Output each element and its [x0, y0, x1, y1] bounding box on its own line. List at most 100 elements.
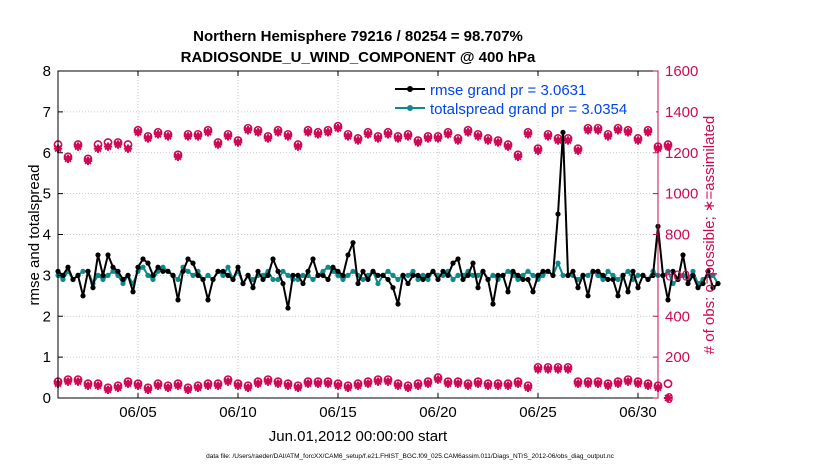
- obs-assimilated-stroke: [264, 134, 272, 143]
- chart-title-line1: Northern Hemisphere 79216 / 80254 = 98.7…: [193, 28, 523, 45]
- obs-assimilated-point: [543, 365, 553, 374]
- obs-assimilated-stroke: [404, 384, 412, 392]
- rmse-point: [620, 272, 626, 278]
- rmse-point: [260, 276, 266, 283]
- legend-label-rmse: rmse grand pr = 3.0631: [430, 82, 586, 99]
- obs-assimilated-stroke: [584, 380, 592, 388]
- y-tick-label-right: 1600: [665, 63, 698, 80]
- rmse-point: [500, 272, 506, 278]
- obs-assimilated-stroke: [614, 380, 622, 388]
- obs-assimilated-point: [473, 379, 483, 388]
- rmse-point: [355, 280, 361, 287]
- totalspread-point: [80, 268, 86, 274]
- totalspread-point: [220, 272, 226, 278]
- rmse-point: [565, 272, 571, 278]
- obs-assimilated-stroke: [254, 128, 262, 136]
- obs-assimilated-point: [543, 132, 553, 141]
- obs-assimilated-stroke: [634, 380, 642, 388]
- y-tick-label-right: 1000: [665, 186, 698, 203]
- totalspread-point: [350, 268, 356, 274]
- rmse-point: [600, 272, 606, 278]
- obs-assimilated-point: [533, 146, 543, 155]
- obs-assimilated-point: [163, 383, 173, 392]
- obs-assimilated-stroke: [644, 382, 652, 390]
- rmse-point: [695, 285, 701, 291]
- obs-assimilated-point: [83, 156, 93, 166]
- obs-assimilated-point: [573, 146, 583, 155]
- totalspread-point: [525, 268, 531, 274]
- rmse-point: [305, 268, 311, 274]
- obs-assimilated-stroke: [184, 386, 192, 394]
- obs-assimilated-stroke: [454, 136, 462, 145]
- obs-assimilated-point: [233, 381, 243, 390]
- rmse-point: [205, 297, 211, 303]
- obs-assimilated-stroke: [64, 155, 72, 163]
- y-tick-label-left: 1: [43, 349, 51, 366]
- obs-assimilated-stroke: [214, 382, 222, 390]
- obs-assimilated-stroke: [294, 384, 302, 392]
- x-tick-label: 06/15: [319, 404, 357, 421]
- obs-assimilated-stroke: [294, 142, 302, 151]
- rmse-point: [295, 272, 301, 278]
- obs-assimilated-stroke: [554, 136, 562, 145]
- obs-assimilated-point: [283, 132, 293, 141]
- totalspread-point: [110, 268, 116, 274]
- obs-assimilated-point: [243, 383, 253, 392]
- obs-assimilated-point: [433, 134, 443, 143]
- y-tick-label-left: 7: [43, 104, 51, 121]
- obs-assimilated-point: [153, 130, 163, 139]
- totalspread-point: [150, 276, 156, 283]
- rmse-point: [105, 252, 111, 258]
- obs-assimilated-stroke: [194, 132, 202, 141]
- obs-assimilated-point: [213, 140, 223, 149]
- obs-assimilated-stroke: [334, 382, 342, 390]
- obs-assimilated-point: [213, 381, 223, 390]
- obs-assimilated-point: [203, 381, 213, 390]
- rmse-point: [120, 276, 126, 283]
- x-axis-label: Jun.01,2012 00:00:00 start: [269, 428, 448, 445]
- totalspread-point: [270, 276, 276, 283]
- rmse-point: [700, 280, 706, 287]
- rmse-point: [660, 272, 666, 278]
- rmse-point: [420, 276, 426, 283]
- obs-assimilated-point: [603, 381, 613, 390]
- rmse-point: [170, 272, 176, 278]
- obs-assimilated-stroke: [354, 382, 362, 390]
- obs-assimilated-point: [173, 152, 183, 162]
- obs-assimilated-stroke: [584, 126, 592, 134]
- x-tick-label: 06/05: [119, 404, 157, 421]
- obs-assimilated-stroke: [304, 128, 312, 136]
- obs-assimilated-point: [343, 132, 353, 141]
- obs-assimilated-point: [83, 381, 93, 390]
- obs-assimilated-point: [463, 128, 473, 137]
- totalspread-point: [560, 272, 566, 278]
- totalspread-point: [105, 272, 111, 278]
- obs-assimilated-point: [523, 130, 533, 139]
- obs-assimilated-stroke: [594, 380, 602, 388]
- rmse-point: [470, 260, 476, 266]
- totalspread-point: [605, 268, 611, 274]
- obs-assimilated-stroke: [624, 128, 632, 136]
- obs-assimilated-stroke: [174, 382, 182, 390]
- rmse-point: [250, 285, 256, 291]
- totalspread-point: [710, 272, 716, 278]
- rmse-point: [110, 264, 116, 270]
- rmse-point: [495, 272, 501, 278]
- y-tick-label-right: 800: [665, 227, 690, 244]
- totalspread-point: [610, 272, 616, 278]
- rmse-point: [680, 252, 686, 258]
- obs-assimilated-stroke: [524, 130, 532, 139]
- y-tick-label-right: 1400: [665, 104, 698, 121]
- rmse-point: [360, 268, 366, 274]
- footer-data-file: data file: /Users/raeder/DAI/ATM_forcXX/…: [206, 453, 615, 460]
- obs-assimilated-stroke: [474, 132, 482, 141]
- obs-assimilated-point: [663, 393, 673, 403]
- obs-assimilated-stroke: [284, 132, 292, 141]
- rmse-point: [140, 256, 146, 262]
- rmse-point: [335, 268, 341, 274]
- obs-assimilated-point: [173, 381, 183, 390]
- rmse-point: [435, 276, 441, 283]
- obs-assimilated-point: [563, 365, 573, 374]
- obs-assimilated-point: [63, 377, 73, 386]
